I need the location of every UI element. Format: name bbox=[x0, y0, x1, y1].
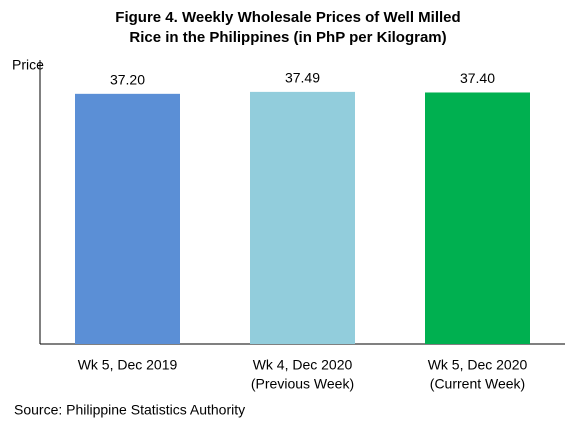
value-label: 37.40 bbox=[460, 70, 495, 86]
x-tick-label: Wk 4, Dec 2020 bbox=[253, 357, 353, 373]
value-label: 37.20 bbox=[110, 72, 145, 88]
x-tick-label: Wk 5, Dec 2019 bbox=[78, 357, 178, 373]
y-axis-label: Price bbox=[12, 57, 44, 73]
source-note: Source: Philippine Statistics Authority bbox=[14, 402, 245, 418]
bar bbox=[425, 92, 530, 344]
chart-title: Figure 4. Weekly Wholesale Prices of Wel… bbox=[115, 9, 460, 26]
value-label: 37.49 bbox=[285, 70, 320, 86]
bar bbox=[250, 91, 355, 344]
bar bbox=[75, 93, 180, 344]
x-tick-label: (Previous Week) bbox=[251, 376, 354, 392]
x-tick-label: (Current Week) bbox=[430, 376, 525, 392]
chart-title: Rice in the Philippines (in PhP per Kilo… bbox=[129, 29, 446, 46]
x-tick-label: Wk 5, Dec 2020 bbox=[428, 357, 528, 373]
